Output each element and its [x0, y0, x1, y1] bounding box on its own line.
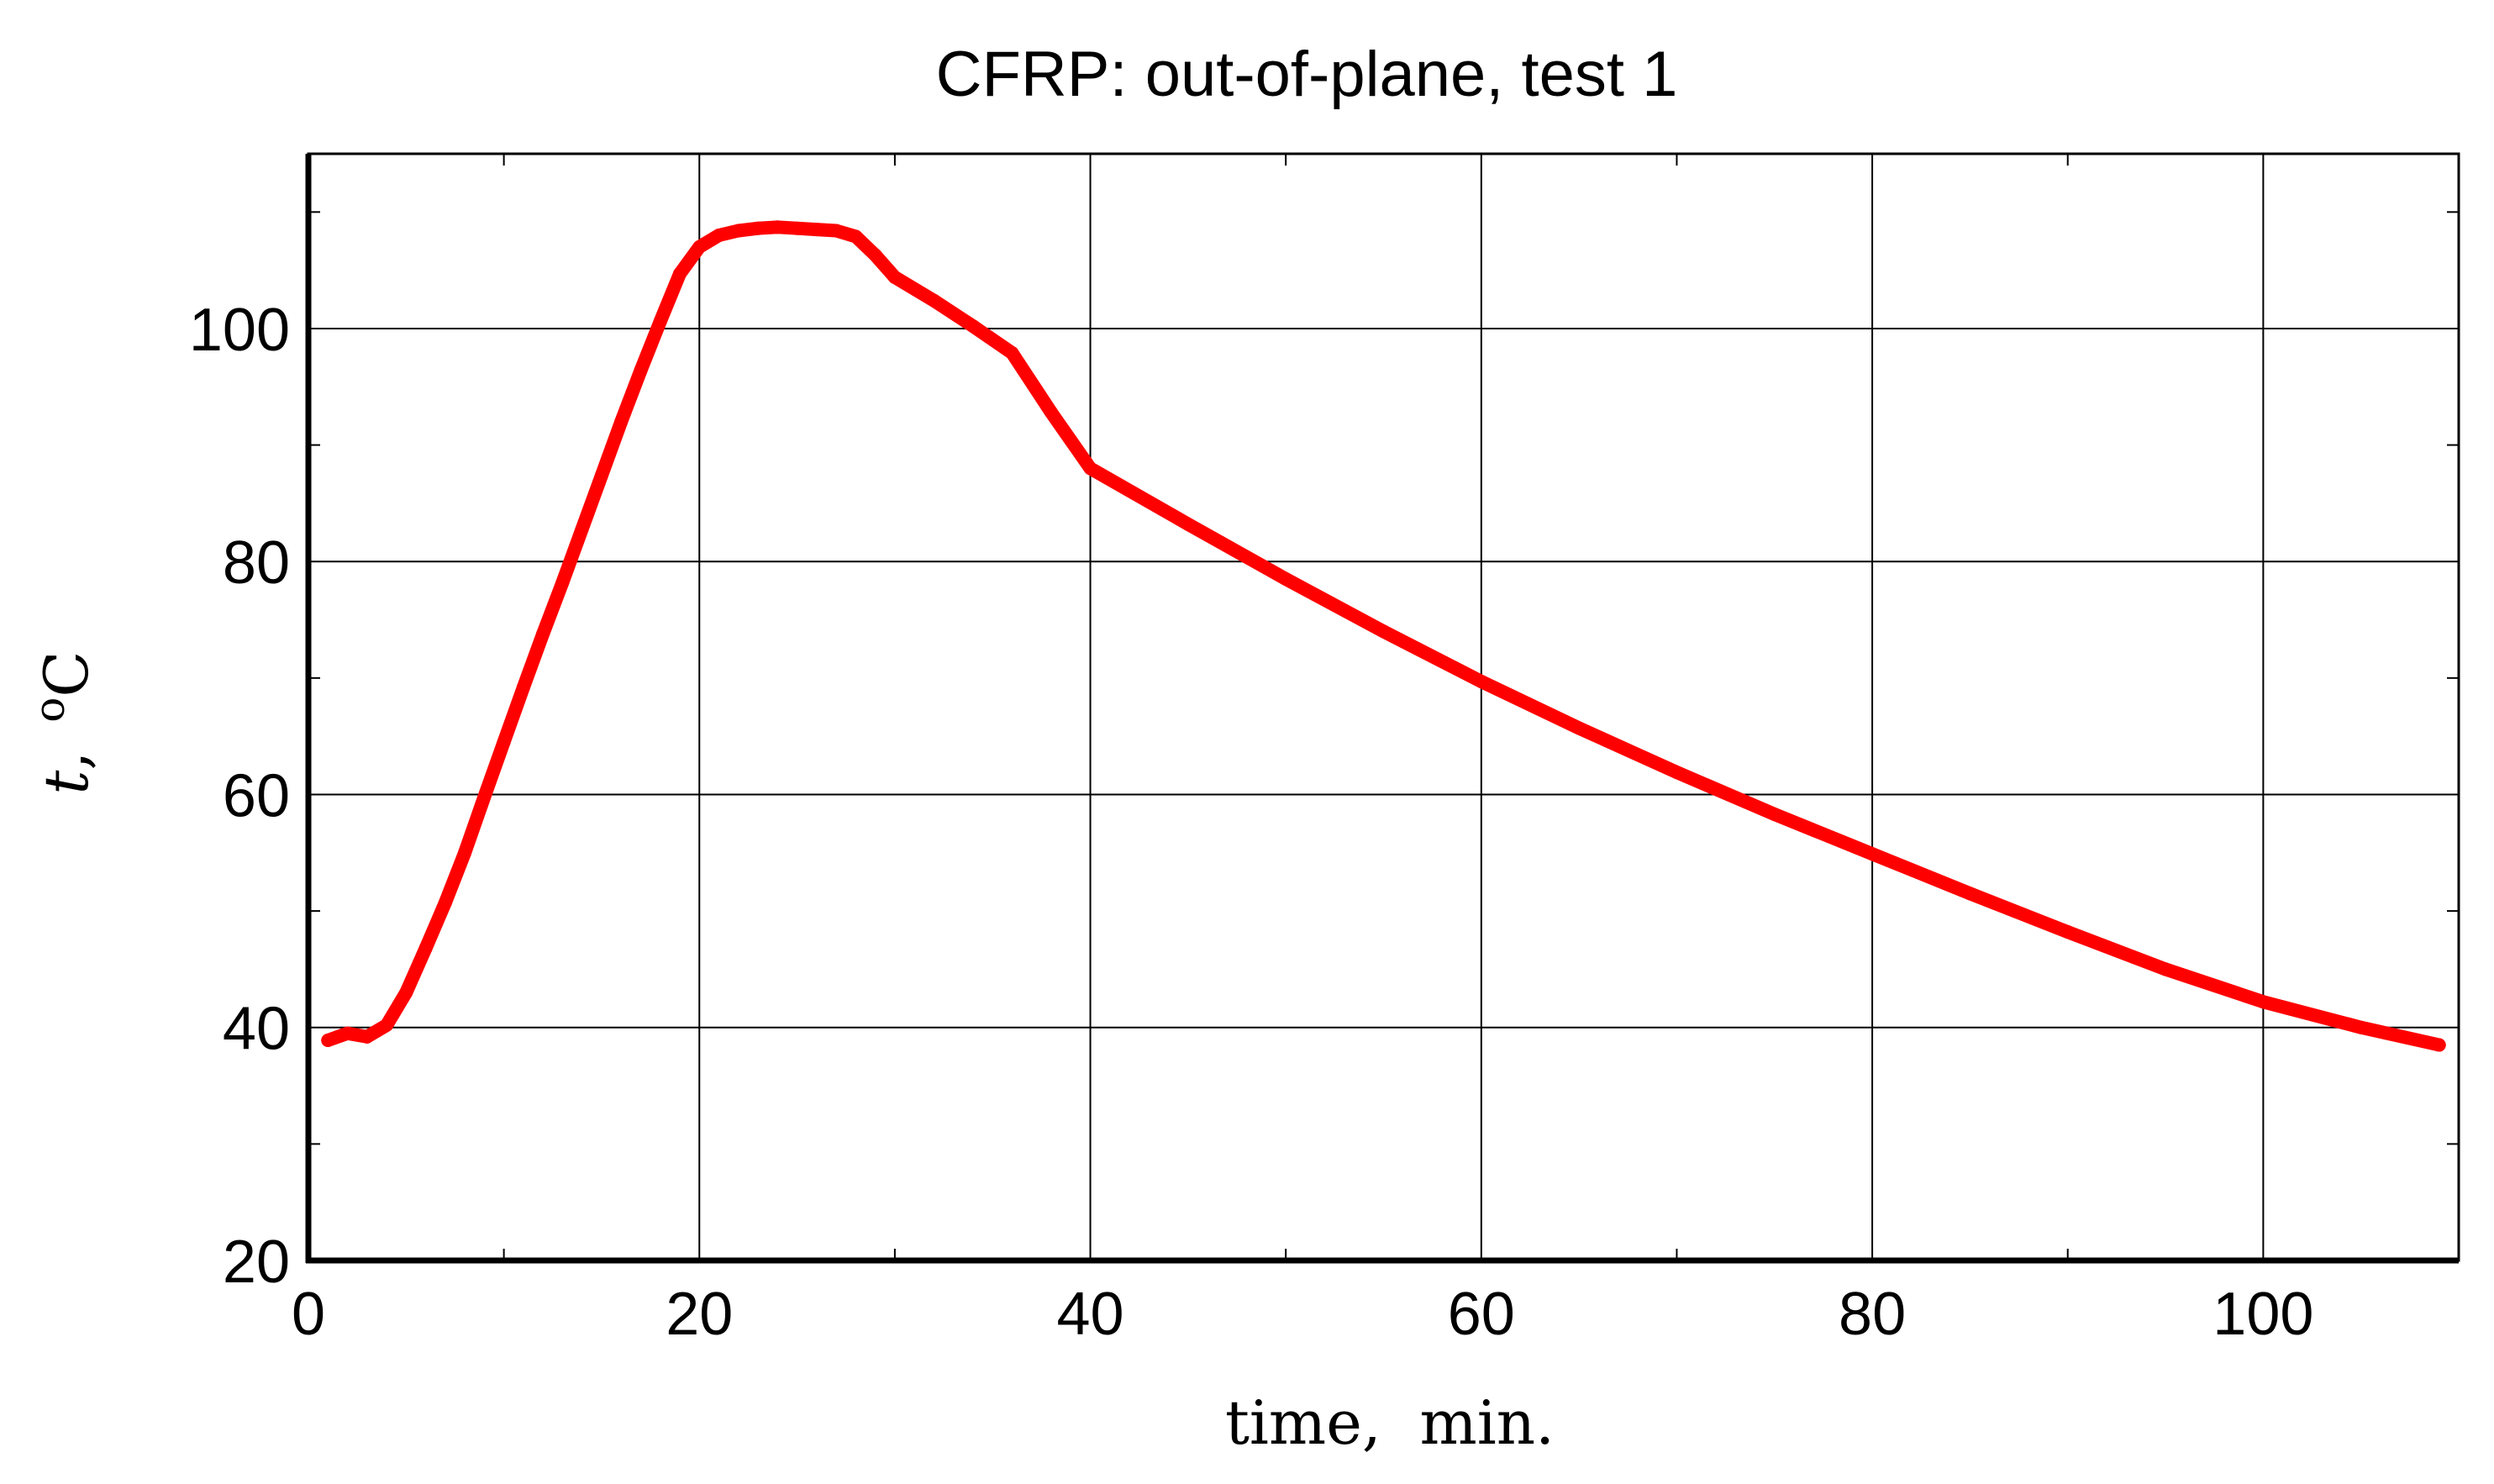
data-point-17 — [653, 314, 667, 329]
major-grid — [308, 154, 2459, 1260]
data-point-48 — [2432, 1038, 2446, 1052]
data-point-30 — [927, 293, 941, 308]
data-point-29 — [887, 270, 902, 284]
data-point-34 — [1083, 461, 1097, 476]
x-axis-label: time, min. — [1225, 1387, 1555, 1458]
chart-title: CFRP: out-of-plane, test 1 — [936, 39, 1678, 110]
data-point-0 — [321, 1033, 335, 1047]
data-point-31 — [966, 319, 980, 334]
x-tick-label-20: 20 — [666, 1281, 733, 1348]
data-point-13 — [575, 522, 589, 536]
y-axis-label-separator: , — [31, 751, 102, 771]
data-point-8 — [477, 790, 492, 804]
data-point-32 — [1005, 346, 1019, 360]
data-point-10 — [516, 680, 530, 694]
data-point-44 — [2060, 925, 2075, 939]
data-point-12 — [555, 576, 570, 590]
data-point-9 — [497, 735, 511, 750]
data-point-21 — [731, 224, 745, 238]
data-point-40 — [1670, 766, 1684, 780]
x-tick-label-80: 80 — [1839, 1281, 1906, 1348]
data-point-42 — [1865, 847, 1880, 861]
data-point-26 — [829, 224, 844, 238]
y-axis-label-symbol: t — [31, 770, 102, 795]
data-point-15 — [614, 414, 629, 429]
data-point-45 — [2159, 962, 2173, 976]
data-point-25 — [809, 223, 823, 237]
data-point-4 — [399, 986, 413, 1000]
y-tick-label-80: 80 — [223, 529, 290, 597]
y-axis-label: t, oC — [25, 650, 102, 794]
series-points — [321, 220, 2446, 1052]
data-point-18 — [673, 266, 687, 281]
data-point-38 — [1474, 675, 1488, 689]
data-point-11 — [536, 627, 550, 641]
data-point-37 — [1376, 624, 1391, 639]
data-point-39 — [1572, 721, 1586, 735]
data-point-1 — [340, 1026, 355, 1040]
y-tick-label-60: 60 — [223, 762, 290, 829]
x-tick-labels: 0 20 40 60 80 100 — [292, 1281, 2313, 1348]
data-point-28 — [868, 248, 882, 262]
x-tick-label-40: 40 — [1056, 1281, 1123, 1348]
data-point-36 — [1279, 572, 1293, 587]
y-axis-label-degree: o — [25, 697, 74, 723]
minor-ticks — [308, 154, 2459, 1260]
data-point-22 — [751, 221, 766, 235]
data-point-7 — [458, 845, 472, 860]
data-point-20 — [712, 229, 726, 243]
y-tick-label-40: 40 — [223, 996, 290, 1063]
x-tick-label-0: 0 — [292, 1281, 325, 1348]
data-point-46 — [2256, 995, 2270, 1009]
y-tick-label-100: 100 — [189, 297, 290, 364]
y-tick-labels: 20 40 60 80 100 — [189, 297, 290, 1296]
y-tick-label-20: 20 — [223, 1229, 290, 1296]
data-point-16 — [634, 363, 648, 377]
x-tick-label-100: 100 — [2213, 1281, 2313, 1348]
x-tick-label-60: 60 — [1448, 1281, 1515, 1348]
data-point-24 — [790, 221, 804, 235]
data-point-23 — [771, 220, 785, 234]
data-point-43 — [1963, 887, 1977, 901]
data-point-6 — [438, 896, 452, 910]
data-point-47 — [2354, 1020, 2368, 1034]
data-point-14 — [594, 468, 608, 482]
data-point-33 — [1044, 405, 1059, 419]
data-point-3 — [380, 1018, 394, 1032]
y-axis-label-unit: C — [31, 650, 102, 697]
data-point-2 — [360, 1029, 374, 1044]
data-point-5 — [418, 941, 433, 955]
data-point-35 — [1181, 517, 1195, 531]
data-point-41 — [1767, 808, 1781, 822]
data-point-27 — [849, 229, 863, 244]
data-point-19 — [692, 239, 707, 254]
